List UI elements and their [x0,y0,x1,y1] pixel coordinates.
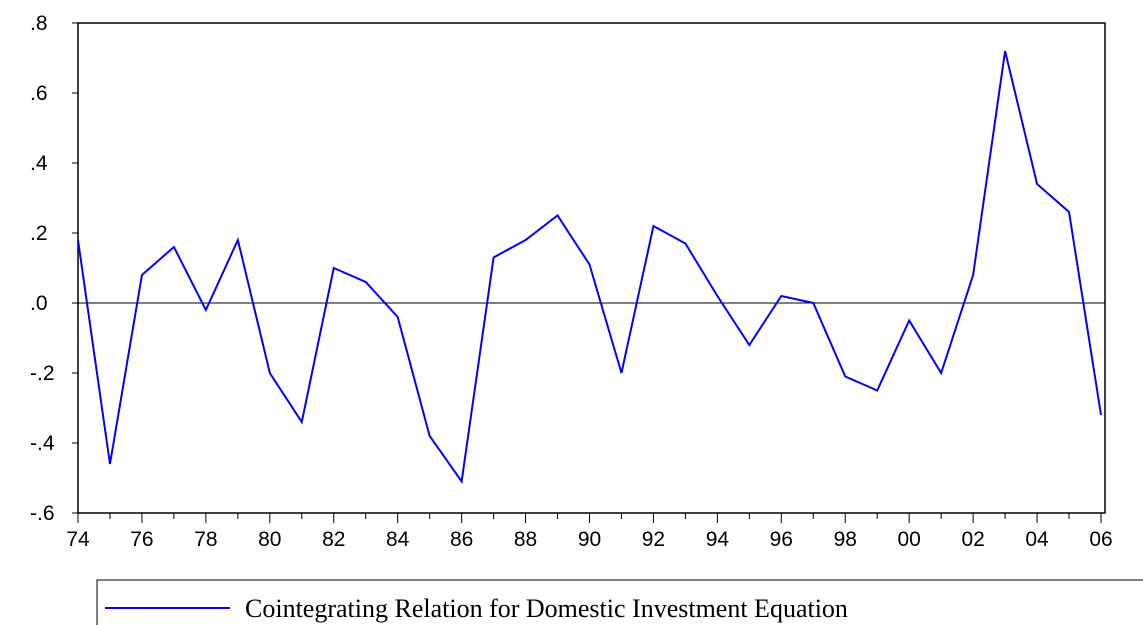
y-tick-label: -.6 [30,502,55,525]
x-tick-label: 74 [66,528,90,551]
x-tick-label: 86 [450,528,473,551]
legend-text: Cointegrating Relation for Domestic Inve… [245,594,848,623]
x-tick-label: 90 [578,528,601,551]
x-tick-label: 06 [1089,528,1112,551]
x-tick-label: 96 [770,528,793,551]
x-tick-label: 84 [386,528,410,551]
legend-box [96,579,1143,625]
x-tick-label: 88 [514,528,537,551]
x-tick-label: 00 [898,528,921,551]
x-tick-label: 80 [258,528,281,551]
plot-frame [77,22,1106,514]
y-tick-label: .6 [30,82,48,105]
x-tick-label: 02 [961,528,984,551]
x-tick-label: 04 [1025,528,1049,551]
x-tick-label: 92 [642,528,665,551]
data-line [77,50,1102,485]
x-tick-label: 76 [130,528,153,551]
x-tick-label: 82 [322,528,345,551]
y-tick-label: .8 [30,12,48,35]
y-tick-label: .2 [30,222,48,245]
x-tick-label: 94 [706,528,730,551]
y-tick-label: .4 [30,152,48,175]
x-tick-label: 98 [834,528,857,551]
y-tick-label: .0 [30,292,48,315]
y-tick-label: -.2 [30,362,55,385]
y-tick-label: -.4 [30,432,55,455]
x-tick-label: 78 [194,528,217,551]
